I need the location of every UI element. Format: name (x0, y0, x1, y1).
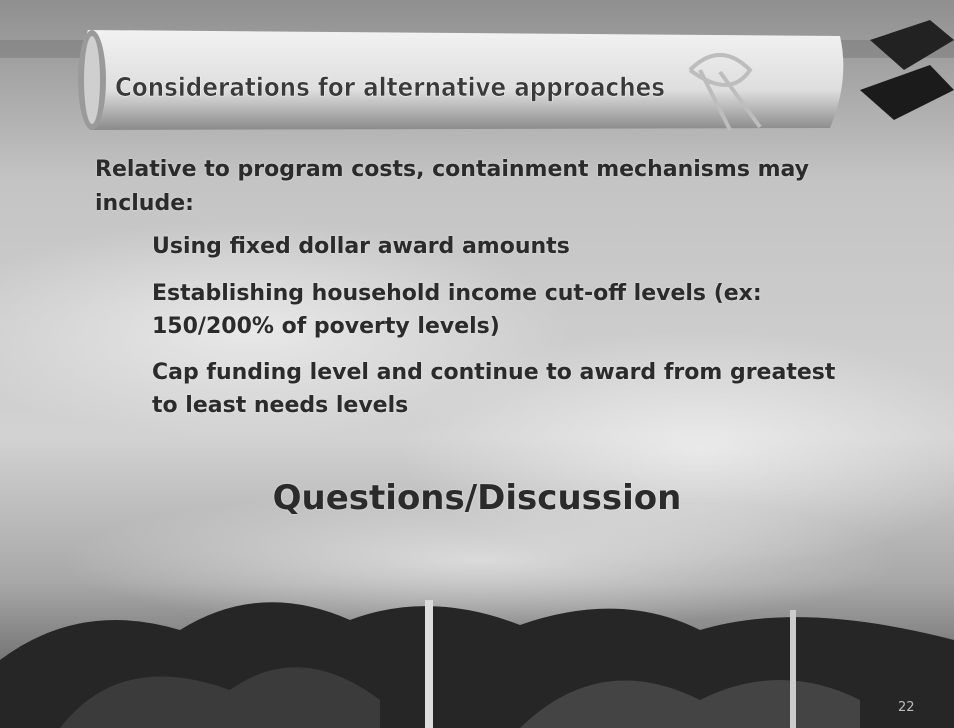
slide: Considerations for alternative approache… (0, 0, 954, 728)
bullet-item: Using fixed dollar award amounts (152, 230, 852, 263)
closing-text: Questions/Discussion (0, 478, 954, 518)
page-number: 22 (898, 700, 915, 715)
intro-text: Relative to program costs, containment m… (95, 153, 870, 221)
bullet-item: Establishing household income cut-off le… (152, 277, 852, 343)
slide-title: Considerations for alternative approache… (115, 73, 665, 103)
bullet-item: Cap funding level and continue to award … (152, 356, 852, 422)
